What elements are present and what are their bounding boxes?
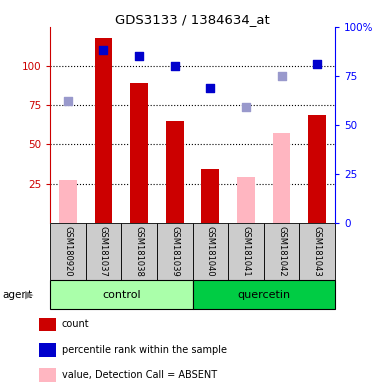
Bar — [308, 114, 326, 223]
Text: quercetin: quercetin — [237, 290, 290, 300]
Point — [314, 61, 320, 67]
Bar — [228, 223, 264, 280]
Text: GSM181040: GSM181040 — [206, 226, 215, 277]
Point — [172, 63, 178, 69]
Text: percentile rank within the sample: percentile rank within the sample — [62, 345, 227, 355]
Bar — [300, 223, 335, 280]
Bar — [50, 223, 85, 280]
Bar — [192, 223, 228, 280]
Bar — [264, 223, 300, 280]
Bar — [50, 280, 192, 309]
Text: GSM181038: GSM181038 — [135, 226, 144, 277]
Text: GSM181039: GSM181039 — [170, 226, 179, 277]
Text: GSM181043: GSM181043 — [313, 226, 321, 277]
Text: control: control — [102, 290, 141, 300]
Bar — [166, 121, 184, 223]
Bar — [130, 83, 148, 223]
Point — [100, 47, 107, 53]
Text: agent: agent — [2, 290, 32, 300]
Text: ▶: ▶ — [25, 290, 33, 300]
Title: GDS3133 / 1384634_at: GDS3133 / 1384634_at — [115, 13, 270, 26]
Text: GSM180920: GSM180920 — [64, 226, 72, 277]
Bar — [85, 223, 121, 280]
Text: value, Detection Call = ABSENT: value, Detection Call = ABSENT — [62, 370, 217, 380]
Point — [278, 73, 285, 79]
Bar — [121, 223, 157, 280]
Point — [207, 84, 213, 91]
Bar — [95, 38, 112, 223]
Text: GSM181041: GSM181041 — [241, 226, 250, 277]
Text: count: count — [62, 319, 89, 329]
Point — [65, 98, 71, 104]
Bar — [192, 280, 335, 309]
Bar — [201, 169, 219, 223]
Bar — [59, 180, 77, 223]
Text: GSM181037: GSM181037 — [99, 226, 108, 277]
Bar — [237, 177, 255, 223]
Point — [243, 104, 249, 110]
Text: GSM181042: GSM181042 — [277, 226, 286, 277]
Bar — [157, 223, 192, 280]
Bar — [273, 133, 290, 223]
Point — [136, 53, 142, 59]
